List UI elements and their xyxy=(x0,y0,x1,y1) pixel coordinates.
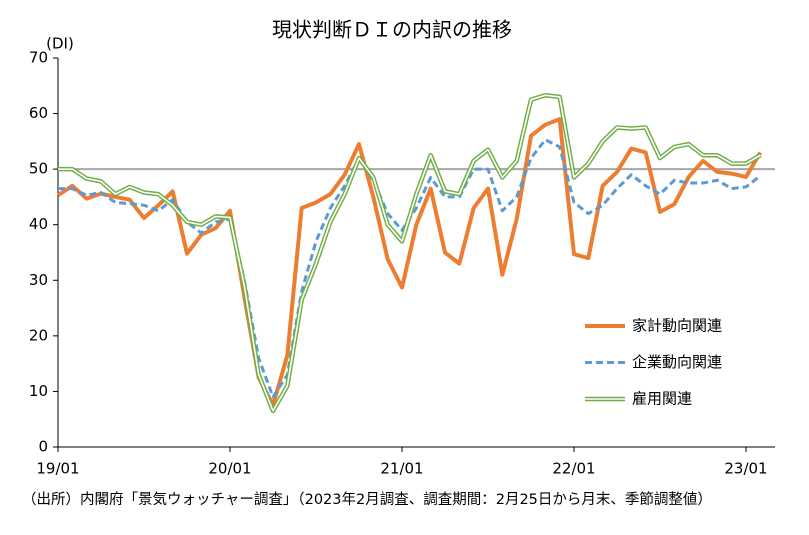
y-tick-label: 0 xyxy=(38,438,48,456)
x-tick-label: 21/01 xyxy=(380,460,423,478)
x-tick-label: 20/01 xyxy=(208,460,251,478)
y-tick-label: 40 xyxy=(29,215,48,233)
y-tick-label: 70 xyxy=(29,49,48,67)
source-note: （出所）内閣府「景気ウォッチャー調査」（2023年2月調査、調査期間：2月25日… xyxy=(22,490,712,508)
chart-title: 現状判断ＤＩの内訳の推移 xyxy=(272,18,512,42)
y-tick-label: 20 xyxy=(29,326,48,344)
x-tick-label: 19/01 xyxy=(36,460,79,478)
y-tick-label: 60 xyxy=(29,104,48,122)
series-line-inner xyxy=(58,94,761,412)
x-tick-label: 23/01 xyxy=(724,460,767,478)
y-tick-label: 30 xyxy=(29,271,48,289)
x-tick-label: 22/01 xyxy=(552,460,595,478)
y-tick-label: 10 xyxy=(29,382,48,400)
legend-label: 雇用関連 xyxy=(632,390,692,408)
legend-label: 企業動向関連 xyxy=(632,353,722,371)
y-tick-label: 50 xyxy=(29,160,48,178)
legend-label: 家計動向関連 xyxy=(632,317,722,335)
y-axis-label: (DI) xyxy=(46,35,74,53)
